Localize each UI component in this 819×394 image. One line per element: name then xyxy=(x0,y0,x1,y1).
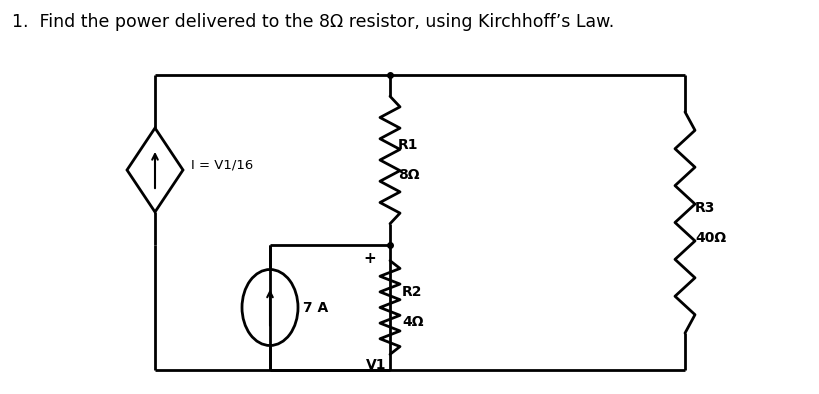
Text: V1: V1 xyxy=(365,359,386,372)
Text: I = V1/16: I = V1/16 xyxy=(191,158,253,171)
Text: 8Ω: 8Ω xyxy=(398,168,419,182)
Text: 40Ω: 40Ω xyxy=(695,230,726,245)
Text: +: + xyxy=(364,251,376,266)
Text: 4Ω: 4Ω xyxy=(402,316,423,329)
Text: R1: R1 xyxy=(398,138,419,152)
Text: R2: R2 xyxy=(402,286,423,299)
Text: 7 A: 7 A xyxy=(303,301,328,314)
Text: 1.  Find the power delivered to the 8Ω resistor, using Kirchhoff’s Law.: 1. Find the power delivered to the 8Ω re… xyxy=(12,13,614,31)
Text: R3: R3 xyxy=(695,201,715,214)
